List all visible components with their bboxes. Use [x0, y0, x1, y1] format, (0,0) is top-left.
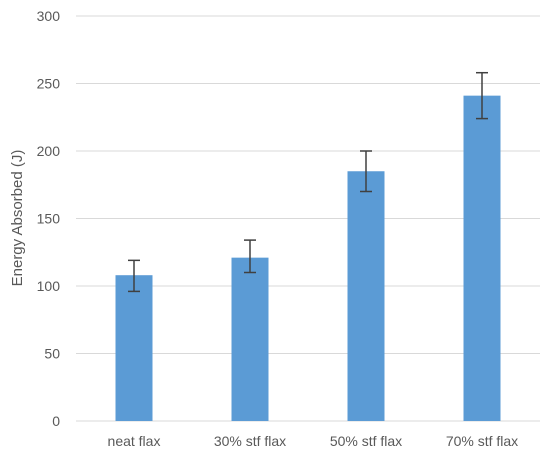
y-tick-label: 0 — [52, 413, 60, 429]
x-tick-labels: neat flax 30% stf flax 50% stf flax 70% stf… — [108, 433, 519, 449]
y-tick-label: 150 — [37, 211, 61, 227]
x-tick-label: neat flax — [108, 433, 161, 449]
error-bars — [128, 71, 488, 293]
y-axis-title: Energy Absorbed (J) — [9, 150, 26, 287]
y-tick-label: 50 — [44, 346, 60, 362]
bar — [231, 257, 269, 421]
bar — [347, 171, 385, 421]
y-tick-label: 300 — [37, 8, 61, 24]
bar — [115, 275, 153, 421]
y-tick-label: 250 — [37, 76, 61, 92]
error-bar — [128, 259, 140, 293]
x-tick-label: 50% stf flax — [330, 433, 402, 449]
error-bar — [360, 150, 372, 193]
error-bar — [476, 71, 488, 120]
x-tick-label: 70% stf flax — [446, 433, 518, 449]
x-tick-label: 30% stf flax — [214, 433, 286, 449]
gridlines — [76, 15, 540, 422]
y-tick-label: 100 — [37, 278, 61, 294]
error-bar — [244, 239, 256, 274]
y-tick-labels: 0 50 100 150 200 250 300 — [37, 8, 61, 429]
bar — [463, 95, 501, 422]
y-tick-label: 200 — [37, 143, 61, 159]
bars — [115, 95, 501, 422]
